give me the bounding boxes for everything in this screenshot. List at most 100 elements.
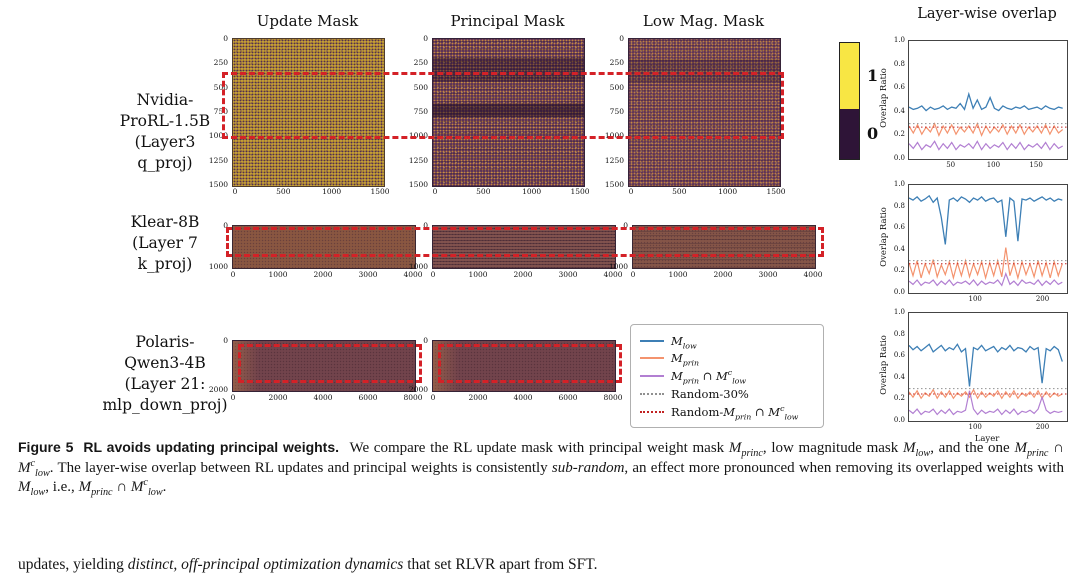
tick-label: 1500 <box>408 179 428 189</box>
tick-label: 100 <box>968 295 982 303</box>
tick-label: 2000 <box>208 385 228 394</box>
tick-label: 0 <box>628 187 634 196</box>
tick-label: 0.4 <box>893 372 905 381</box>
tick-label: 2000 <box>468 393 488 402</box>
legend-item: Mprin ∩ Mclow <box>640 368 814 385</box>
heatmap-principal-mask-row2 <box>432 225 616 269</box>
row-label-polaris: Polaris- Qwen3-4B (Layer 21: mlp_down_pr… <box>92 332 238 416</box>
plot2-yticks: 0.0 0.2 0.4 0.6 0.8 1.0 <box>888 180 906 296</box>
tick-label: 1000 <box>604 131 624 141</box>
tick-label: 0 <box>230 393 236 402</box>
tick-label: 0.0 <box>893 416 905 424</box>
tick-label: 2000 <box>513 270 533 279</box>
tick-label: 0 <box>423 336 428 345</box>
tick-label: 1000 <box>208 131 228 141</box>
legend-line-sample <box>640 339 664 342</box>
tick-label: 4000 <box>403 270 423 279</box>
tick-label: 500 <box>276 187 291 196</box>
tick-label: 150 <box>1029 161 1043 169</box>
tick-label: 1000 <box>408 262 428 271</box>
tick-label: 1250 <box>408 155 428 165</box>
tick-label: 6000 <box>558 393 578 402</box>
tick-label: 4000 <box>513 393 533 402</box>
heatmap-xticks-row1-col2: 0 500 1000 1500 <box>422 187 593 197</box>
row-label-line: (Layer3 <box>134 133 196 151</box>
tick-label: 0.0 <box>893 154 905 162</box>
tick-label: 0 <box>430 270 436 279</box>
row-label-line: Klear-8B <box>130 213 200 231</box>
heatmap-update-mask-row3 <box>232 340 416 392</box>
tick-label: 4000 <box>313 393 333 402</box>
tick-label: 1500 <box>370 187 390 196</box>
heatmap-yticks-row2-col2: 0 1000 <box>404 221 428 271</box>
tick-label: 0.6 <box>893 223 905 232</box>
row-label-line: Qwen3-4B <box>124 354 206 372</box>
legend-label: Mprin ∩ Mclow <box>671 368 747 386</box>
heatmap-yticks-row1-col2: 0 250 500 750 1000 1250 1500 <box>404 34 428 189</box>
plot3-canvas <box>909 343 1067 416</box>
heatmap-yticks-row2-col3: 0 1000 <box>604 221 628 271</box>
tick-label: 0.0 <box>893 288 905 296</box>
heatmap-yticks-row3-col2: 0 2000 <box>404 336 428 394</box>
heatmap-update-mask-row1 <box>232 38 385 187</box>
heatmap-xticks-row2-col2: 0 1000 2000 3000 4000 <box>420 270 626 280</box>
tick-label: 4000 <box>603 270 623 279</box>
tick-label: 1000 <box>668 270 688 279</box>
heatmap-lowmag-mask-row2 <box>632 225 816 269</box>
tick-label: 0.8 <box>893 329 905 338</box>
tick-label: 0 <box>432 187 438 196</box>
tick-label: 1000 <box>408 131 428 141</box>
tick-label: 0 <box>619 34 624 43</box>
colorbar <box>839 42 860 160</box>
tick-label: 8000 <box>403 393 423 402</box>
tick-label: 1000 <box>718 187 738 196</box>
tick-label: 0 <box>423 221 428 230</box>
plot1-frame <box>908 40 1068 160</box>
col-title-principal-mask: Principal Mask <box>450 12 565 30</box>
caption-title: RL avoids updating principal weights. <box>83 439 340 455</box>
tick-label: 0.8 <box>893 59 905 68</box>
row-label-line: Polaris- <box>135 333 195 351</box>
tick-label: 500 <box>672 187 687 196</box>
tick-label: 0.8 <box>893 201 905 210</box>
tick-label: 1500 <box>570 187 590 196</box>
tick-label: 1500 <box>208 179 228 189</box>
tick-label: 2000 <box>713 270 733 279</box>
row-label-line: q_proj) <box>137 154 193 172</box>
heatmap-principal-mask-row1 <box>432 38 585 187</box>
legend-label: Random-Mprin ∩ Mclow <box>671 403 799 421</box>
tick-label: 500 <box>213 82 228 92</box>
tick-label: 0.2 <box>893 394 905 403</box>
plot1-canvas <box>909 91 1067 151</box>
legend-item: Mprin <box>640 350 814 367</box>
plot2-xticks: 100 200 <box>908 295 1066 305</box>
row-label-nvidia-prorl: Nvidia- ProRL-1.5B (Layer3 q_proj) <box>100 90 230 174</box>
row-label-line: k_proj) <box>137 255 193 273</box>
legend-line-sample <box>640 410 664 413</box>
row-label-line: (Layer 7 <box>132 234 198 252</box>
tick-label: 250 <box>213 58 228 68</box>
tick-label: 0 <box>423 34 428 43</box>
heatmap-lowmag-mask-row1 <box>628 38 781 187</box>
tick-label: 3000 <box>758 270 778 279</box>
legend-line-sample <box>640 357 664 360</box>
tick-label: 1000 <box>468 270 488 279</box>
tick-label: 750 <box>213 106 228 116</box>
heatmap-xticks-row2-col3: 0 1000 2000 3000 4000 <box>620 270 826 280</box>
tick-label: 1500 <box>766 187 786 196</box>
tick-label: 750 <box>413 106 428 116</box>
tick-label: 6000 <box>358 393 378 402</box>
tick-label: 1.0 <box>893 308 905 316</box>
colorbar-label-one: 1 <box>867 66 879 85</box>
tick-label: 500 <box>413 82 428 92</box>
plot2-canvas <box>909 194 1067 287</box>
tick-label: 200 <box>1035 295 1050 303</box>
caption-label: Figure 5 <box>18 439 74 455</box>
tick-label: 1000 <box>322 187 342 196</box>
tick-label: 250 <box>609 58 624 68</box>
tick-label: 4000 <box>803 270 823 279</box>
heatmap-yticks-row1-col3: 0 250 500 750 1000 1250 1500 <box>600 34 624 189</box>
heatmap-xticks-row1-col3: 0 500 1000 1500 <box>618 187 789 197</box>
heatmap-yticks-row2-col1: 0 1000 <box>204 221 228 271</box>
tick-label: 1000 <box>608 262 628 271</box>
